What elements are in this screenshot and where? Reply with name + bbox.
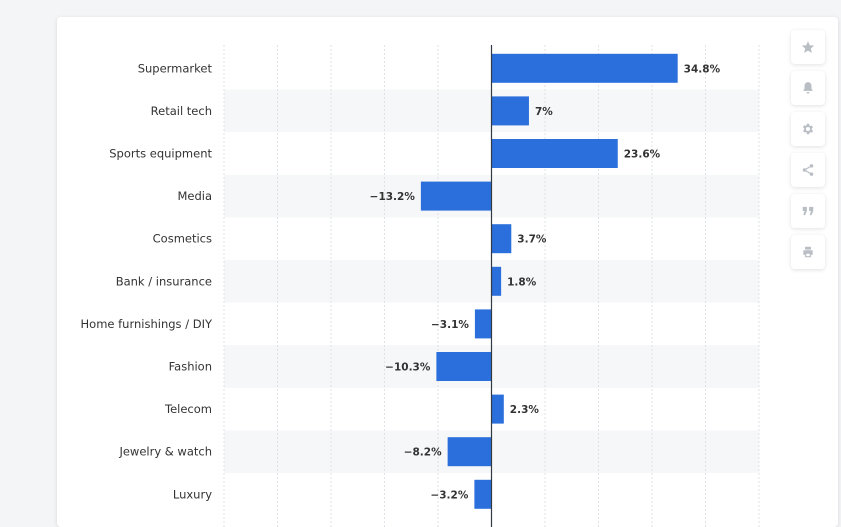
value-label: −10.3% — [385, 362, 431, 374]
category-label: Luxury — [173, 487, 212, 501]
share-icon — [802, 164, 814, 176]
bar — [491, 139, 618, 168]
bar — [436, 352, 492, 381]
value-label: −8.2% — [404, 447, 442, 459]
category-label: Sports equipment — [109, 147, 212, 161]
favorite-button[interactable] — [791, 30, 825, 64]
category-label: Telecom — [164, 402, 212, 416]
value-label: −3.2% — [430, 489, 468, 501]
bar — [491, 53, 678, 83]
category-label: Bank / insurance — [116, 274, 212, 288]
chart-toolbar — [791, 30, 825, 269]
bar — [491, 266, 502, 296]
value-label: 3.7% — [517, 234, 547, 246]
bar — [474, 479, 492, 509]
bar — [491, 224, 512, 254]
bar — [447, 437, 492, 467]
category-label: Media — [177, 189, 212, 203]
chart-card: Supermarket 34.8% Retail tech 7% Sports equi… — [57, 17, 838, 527]
value-label: −13.2% — [370, 191, 416, 203]
share-button[interactable] — [791, 153, 825, 187]
bar — [420, 181, 492, 211]
bar — [474, 309, 492, 339]
category-label: Supermarket — [138, 61, 213, 75]
bell-icon — [803, 82, 813, 94]
cite-button[interactable] — [791, 194, 825, 228]
print-icon — [803, 246, 813, 258]
star-icon — [801, 41, 815, 53]
gear-icon — [802, 123, 814, 135]
bar — [491, 96, 529, 126]
value-label: 2.3% — [510, 404, 540, 416]
value-label: 1.8% — [507, 276, 537, 288]
category-label: Retail tech — [151, 104, 212, 118]
category-label: Jewelry & watch — [118, 445, 212, 459]
value-label: −3.1% — [431, 319, 469, 331]
value-label: 23.6% — [624, 149, 661, 161]
category-label: Fashion — [169, 360, 212, 374]
bar-chart: Supermarket 34.8% Retail tech 7% Sports equi… — [81, 45, 760, 527]
value-label: 7% — [535, 106, 553, 118]
notification-button[interactable] — [791, 71, 825, 105]
quote-icon — [802, 206, 814, 216]
category-label: Home furnishings / DIY — [81, 317, 213, 331]
category-label: Cosmetics — [153, 232, 212, 246]
print-button[interactable] — [791, 235, 825, 269]
value-label: 34.8% — [684, 63, 721, 75]
settings-button[interactable] — [791, 112, 825, 146]
bar — [491, 394, 504, 424]
